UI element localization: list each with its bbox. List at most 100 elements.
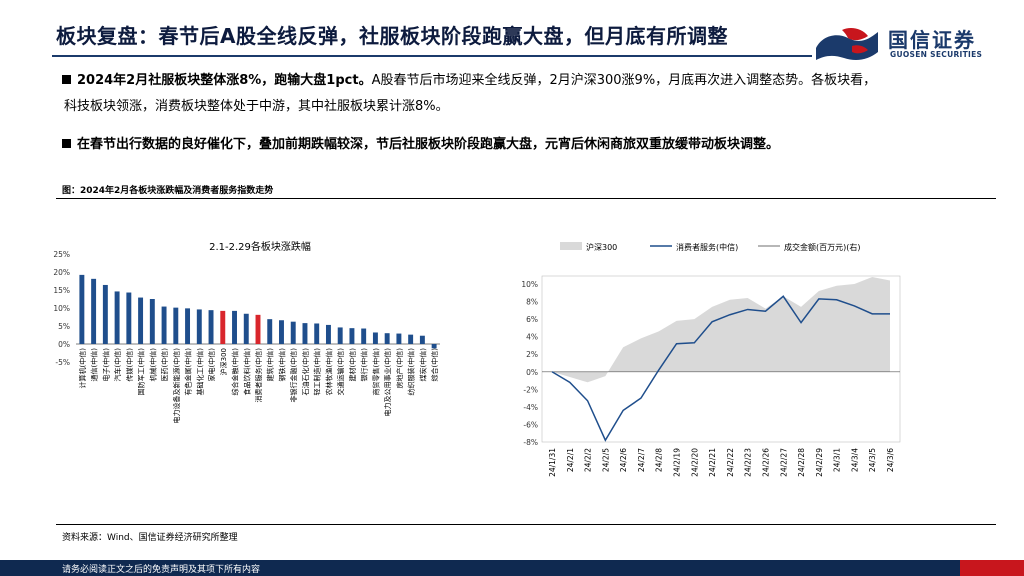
bar-21 (325, 324, 331, 344)
line-x-tick: 24/2/28 (797, 448, 806, 477)
footer-accent (960, 560, 1024, 576)
bar-18 (290, 321, 296, 344)
bar-category-label: 石油石化(中信) (301, 348, 310, 396)
bar-7 (161, 306, 167, 344)
bar-15 (255, 314, 261, 344)
line-y-tick: 10% (521, 280, 538, 289)
line-x-tick: 24/1/31 (548, 448, 557, 477)
line-x-tick: 24/2/8 (655, 448, 664, 472)
bar-y-tick: 10% (53, 304, 70, 313)
line-consumer-service (551, 295, 890, 442)
bullet-square-icon (62, 139, 71, 148)
bar-y-tick: -5% (55, 358, 70, 367)
line-y-tick: -6% (523, 420, 538, 429)
line-x-tick: 24/2/23 (744, 448, 753, 477)
bar-category-label: 医药(中信) (160, 348, 169, 382)
line-x-tick: 24/2/20 (690, 448, 699, 477)
legend-label-consumer: 消费者服务(中信) (676, 242, 738, 252)
bar-category-label: 综合金融(中信) (231, 348, 240, 396)
bar-category-label: 农林牧渔(中信) (324, 348, 333, 396)
bar-category-label: 国防军工(中信) (137, 348, 146, 396)
bar-y-tick: 0% (58, 340, 70, 349)
title-rule (52, 55, 812, 57)
bar-30 (431, 344, 437, 349)
bar-category-label: 建筑(中信) (266, 348, 275, 382)
line-x-tick: 24/2/2 (584, 448, 593, 472)
bar-category-label: 汽车(中信) (113, 348, 122, 382)
bullet-1: 2024年2月社服板块整体涨8%，跑输大盘1pct。A股春节后市场迎来全线反弹，… (62, 70, 992, 92)
bar-chart-title: 2.1-2.29各板块涨跌幅 (209, 240, 311, 253)
bar-y-tick: 5% (58, 322, 70, 331)
figure-caption: 图：2024年2月各板块涨跌幅及消费者服务指数走势 (62, 186, 274, 196)
line-x-tick: 24/2/29 (815, 448, 824, 477)
line-y-tick: -4% (523, 403, 538, 412)
bar-20 (314, 323, 320, 344)
bar-category-label: 综合(中信) (430, 348, 439, 382)
bar-category-label: 纺织服装(中信) (407, 348, 416, 396)
footer-bar (0, 560, 1024, 576)
line-x-tick: 24/2/27 (779, 448, 788, 477)
bullet-2-text: 在春节出行数据的良好催化下，叠加前期跌幅较深，节后社服板块阶段跑赢大盘，元宵后休… (77, 137, 780, 152)
bar-10 (196, 309, 202, 344)
bar-0 (79, 274, 85, 344)
bar-17 (279, 320, 284, 344)
source-note: 资料来源：Wind、国信证券经济研究所整理 (62, 533, 238, 543)
bar-y-tick: 20% (53, 268, 70, 277)
figure-rule (56, 198, 996, 199)
bar-13 (232, 310, 237, 344)
bar-category-label: 电子(中信) (101, 348, 110, 382)
bar-y-tick: 25% (53, 250, 70, 259)
bullet-2: 在春节出行数据的良好催化下，叠加前期跌幅较深，节后社服板块阶段跑赢大盘，元宵后休… (62, 134, 992, 156)
line-y-tick: 6% (526, 315, 538, 324)
line-y-tick: -2% (523, 385, 538, 394)
bar-category-label: 轻工制造(中信) (313, 348, 322, 396)
line-y-tick: 8% (526, 298, 538, 307)
bar-category-label: 银行(中信) (360, 348, 369, 382)
legend-swatch-hs300 (560, 242, 582, 250)
bar-category-label: 电力及公用事业(中信) (383, 348, 392, 417)
bar-category-label: 钢铁(中信) (277, 348, 286, 382)
guosen-logo-icon (816, 28, 878, 60)
bar-5 (138, 297, 144, 344)
line-y-tick: 4% (526, 333, 538, 342)
bar-category-label: 家电(中信) (207, 348, 216, 382)
bar-category-label: 基础化工(中信) (195, 348, 204, 396)
bar-category-label: 交通运输(中信) (336, 348, 345, 396)
line-x-tick: 24/2/5 (601, 448, 610, 472)
line-plot-frame (541, 275, 901, 443)
bar-14 (243, 313, 249, 344)
line-y-tick: 2% (526, 350, 538, 359)
bar-4 (126, 292, 132, 344)
legend-label-hs300: 沪深300 (586, 242, 617, 252)
bar-category-label: 消费者服务(中信) (254, 348, 263, 403)
source-rule (56, 524, 996, 525)
line-x-tick: 24/2/7 (637, 448, 646, 472)
line-legend: 沪深300 消费者服务(中信) 成交金额(百万元)(右) (560, 242, 860, 252)
bar-6 (149, 299, 155, 344)
bar-category-label: 机械(中信) (148, 348, 157, 382)
line-x-tick: 24/2/26 (761, 448, 770, 477)
bar-category-label: 商贸零售(中信) (371, 348, 380, 396)
bar-29 (419, 335, 425, 344)
bar-24 (361, 328, 367, 344)
logo-sub: GUOSEN SECURITIES (890, 50, 983, 59)
bar-8 (173, 307, 179, 344)
line-x-tick: 24/3/5 (868, 448, 877, 472)
bar-26 (384, 333, 390, 344)
consumer-service-line-chart: 沪深300 消费者服务(中信) 成交金额(百万元)(右) 10% 8% 6% 4% 2% 0% -… (521, 242, 901, 477)
bar-category-label: 电力设备及新能源(中信) (172, 348, 181, 424)
bar-23 (349, 328, 355, 344)
line-y-tick: 0% (526, 368, 538, 377)
bar-9 (185, 308, 191, 344)
legend-label-turnover: 成交金额(百万元)(右) (784, 242, 860, 252)
bar-category-label: 传媒(中信) (125, 348, 134, 382)
line-x-tick: 24/3/4 (850, 448, 859, 472)
line-x-tick: 24/2/6 (619, 448, 628, 472)
line-x-tick: 24/2/22 (726, 448, 735, 477)
bar-1 (91, 278, 97, 344)
bar-19 (302, 323, 308, 344)
line-y-tick: -8% (523, 438, 538, 447)
bar-category-label: 计算机(中信) (78, 348, 87, 389)
bar-2 (102, 284, 108, 344)
line-x-tick: 24/2/1 (566, 448, 575, 472)
